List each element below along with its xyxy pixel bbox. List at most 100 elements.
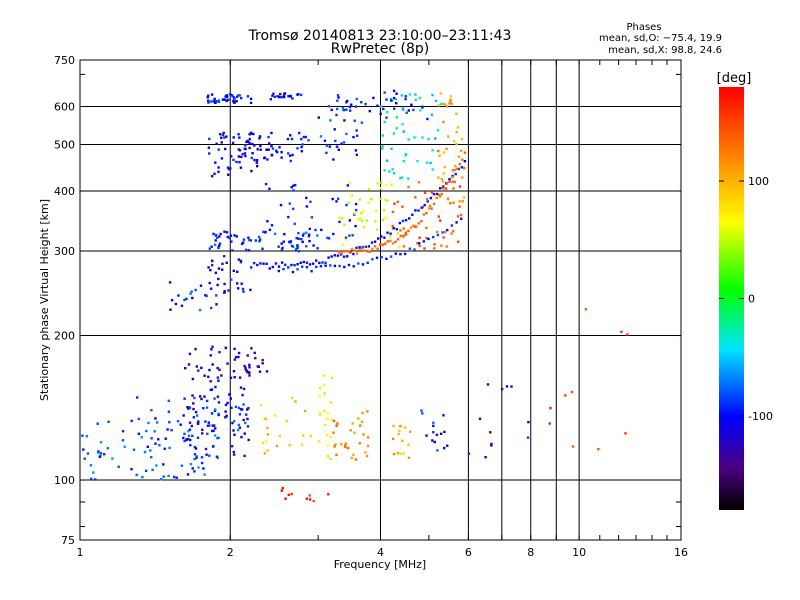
data-point (370, 198, 373, 201)
data-point (231, 94, 234, 97)
data-point (348, 250, 351, 254)
data-point (190, 290, 193, 293)
data-point (358, 246, 361, 249)
data-point (478, 417, 482, 420)
data-point (250, 169, 253, 173)
data-point (144, 469, 148, 472)
data-point (292, 207, 295, 211)
data-point (224, 416, 227, 419)
data-point (337, 148, 340, 151)
data-point (381, 243, 384, 246)
data-point (82, 448, 85, 451)
data-point (398, 245, 401, 249)
data-point (240, 282, 243, 285)
x-tick-label: 6 (465, 546, 472, 559)
data-point (370, 241, 374, 244)
data-point (230, 240, 233, 243)
data-point (305, 205, 309, 208)
data-point (366, 249, 369, 253)
data-point (288, 202, 291, 205)
data-point (350, 194, 353, 197)
data-point (384, 184, 388, 187)
data-point (287, 95, 290, 98)
data-point (240, 242, 244, 246)
data-point (454, 172, 457, 176)
data-point (343, 223, 346, 226)
data-point (414, 209, 417, 212)
data-point (188, 421, 192, 424)
data-point (333, 254, 336, 257)
x-tick-label: 8 (527, 546, 534, 559)
data-point (150, 455, 153, 459)
data-point (333, 445, 336, 448)
data-point (86, 452, 90, 455)
data-point (426, 200, 429, 203)
data-point (450, 232, 453, 235)
data-point (288, 154, 292, 157)
data-point (97, 451, 100, 454)
data-point (216, 376, 220, 379)
data-point (323, 139, 327, 142)
data-point (457, 240, 460, 243)
data-point (253, 144, 256, 147)
data-point (327, 256, 330, 259)
data-point (395, 92, 398, 95)
data-point (212, 429, 215, 432)
data-point (381, 145, 384, 148)
data-point (293, 264, 296, 267)
data-point (356, 134, 359, 137)
data-point (327, 493, 330, 496)
data-point (193, 470, 196, 473)
data-point (213, 172, 216, 175)
data-point (351, 422, 354, 425)
data-point (239, 261, 243, 264)
data-point (434, 137, 437, 140)
data-point (350, 248, 354, 251)
data-point (242, 403, 245, 406)
data-point (349, 109, 352, 112)
data-point (233, 98, 236, 101)
data-point (288, 240, 291, 244)
data-point (394, 252, 397, 255)
data-point (246, 354, 249, 357)
data-point (412, 224, 415, 227)
data-point (456, 167, 459, 170)
y-tick-label: 750 (54, 54, 75, 67)
data-point (265, 262, 268, 265)
data-point (404, 97, 407, 101)
data-point (207, 99, 210, 102)
data-point (237, 355, 240, 359)
data-point (449, 101, 452, 104)
data-point (286, 137, 290, 141)
data-point (305, 196, 308, 200)
data-point (391, 224, 394, 228)
data-point (389, 239, 392, 243)
data-point (345, 238, 348, 241)
data-point (418, 96, 421, 100)
data-point (218, 242, 222, 245)
data-point (435, 196, 438, 200)
x-tick-label: 1 (77, 546, 84, 559)
data-point (407, 443, 410, 446)
data-point (208, 281, 211, 285)
data-point (394, 98, 398, 101)
data-point (365, 219, 368, 222)
data-point (280, 248, 284, 251)
data-point (330, 255, 333, 258)
data-point (455, 221, 458, 224)
data-point (489, 431, 492, 434)
data-point (443, 230, 447, 234)
data-point (376, 228, 379, 231)
data-point (291, 153, 294, 157)
data-point (216, 366, 219, 370)
data-point (179, 423, 182, 426)
data-point (376, 247, 379, 250)
data-point (356, 218, 360, 221)
data-point (210, 348, 213, 351)
data-point (319, 135, 323, 138)
data-point (417, 209, 420, 212)
data-point (155, 464, 158, 467)
data-point (242, 387, 246, 391)
data-point (401, 439, 404, 442)
data-point (185, 297, 188, 301)
